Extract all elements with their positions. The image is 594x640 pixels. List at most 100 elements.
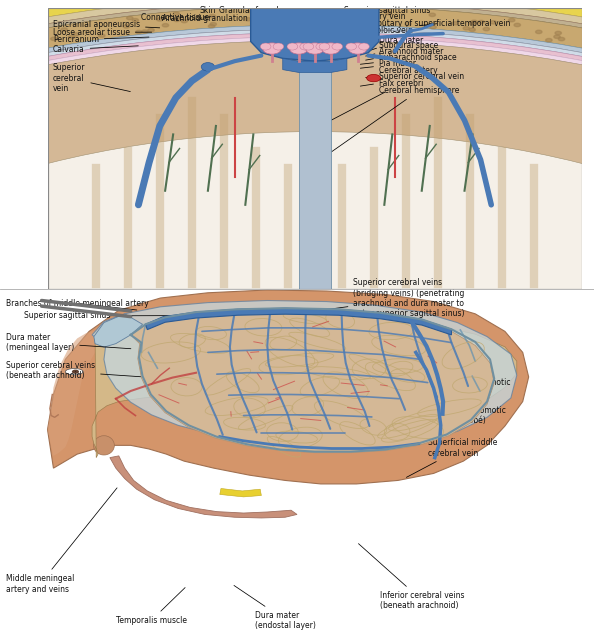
Circle shape — [366, 74, 381, 82]
Circle shape — [135, 30, 142, 34]
Circle shape — [50, 37, 57, 40]
Circle shape — [430, 26, 437, 29]
Circle shape — [469, 22, 476, 25]
Circle shape — [349, 7, 355, 10]
Text: Diploic vein: Diploic vein — [368, 26, 413, 35]
Circle shape — [210, 22, 216, 26]
Circle shape — [303, 16, 309, 20]
Circle shape — [68, 36, 75, 39]
Polygon shape — [220, 488, 261, 497]
Circle shape — [536, 30, 542, 33]
Text: Subdural space: Subdural space — [366, 42, 438, 56]
Text: Cerebral artery: Cerebral artery — [366, 66, 438, 77]
Circle shape — [429, 13, 435, 17]
Circle shape — [358, 20, 364, 24]
Circle shape — [329, 13, 336, 17]
Text: Temporalis muscle: Temporalis muscle — [116, 588, 187, 625]
Ellipse shape — [201, 63, 214, 71]
Circle shape — [0, 50, 5, 53]
Text: Cerebral hemisphere: Cerebral hemisphere — [323, 86, 459, 158]
Text: Middle meningeal
artery and veins: Middle meningeal artery and veins — [6, 488, 117, 593]
Circle shape — [514, 23, 520, 27]
Circle shape — [333, 17, 340, 20]
Ellipse shape — [321, 43, 340, 54]
Circle shape — [208, 24, 215, 28]
Circle shape — [132, 19, 138, 22]
Circle shape — [173, 18, 180, 22]
Circle shape — [248, 10, 255, 13]
Circle shape — [1, 40, 7, 43]
Text: Inferior cerebral veins
(beneath arachnoid): Inferior cerebral veins (beneath arachno… — [358, 543, 465, 611]
Text: Skin: Skin — [200, 6, 216, 19]
Circle shape — [385, 12, 391, 15]
Circle shape — [452, 22, 458, 25]
Polygon shape — [0, 0, 594, 278]
Ellipse shape — [319, 43, 330, 50]
Ellipse shape — [273, 43, 284, 50]
Polygon shape — [0, 6, 594, 296]
Text: Falx cerebri: Falx cerebri — [323, 79, 424, 125]
Polygon shape — [48, 324, 148, 456]
Circle shape — [469, 28, 475, 31]
Circle shape — [273, 17, 279, 20]
Circle shape — [587, 33, 593, 36]
Circle shape — [209, 14, 216, 18]
Circle shape — [16, 45, 23, 49]
Circle shape — [285, 13, 291, 17]
Polygon shape — [0, 1, 594, 289]
Circle shape — [384, 9, 390, 12]
Circle shape — [471, 20, 478, 24]
Circle shape — [0, 52, 2, 56]
Ellipse shape — [359, 43, 369, 50]
Text: Epicranial aponeurosis: Epicranial aponeurosis — [53, 20, 160, 29]
Text: Arachnoid granulation: Arachnoid granulation — [163, 13, 256, 25]
Ellipse shape — [305, 43, 324, 54]
Polygon shape — [0, 0, 594, 287]
Ellipse shape — [260, 43, 271, 50]
Text: Loose areolar tissue: Loose areolar tissue — [53, 28, 151, 36]
Text: Pericranium: Pericranium — [53, 35, 149, 44]
Polygon shape — [0, 40, 594, 336]
Polygon shape — [48, 290, 529, 484]
Circle shape — [12, 46, 18, 49]
Text: Dura mater: Dura mater — [365, 36, 423, 52]
Polygon shape — [0, 36, 594, 301]
Text: Superficial middle
cerebral vein: Superficial middle cerebral vein — [406, 438, 497, 477]
Circle shape — [546, 38, 552, 42]
Polygon shape — [131, 310, 494, 452]
Text: Connective tissue: Connective tissue — [141, 13, 209, 22]
Ellipse shape — [93, 436, 114, 455]
Ellipse shape — [287, 43, 298, 50]
Polygon shape — [94, 314, 143, 347]
Circle shape — [254, 19, 260, 22]
Polygon shape — [0, 29, 594, 299]
Circle shape — [156, 18, 163, 21]
Text: Calvaria: Calvaria — [53, 45, 138, 54]
Text: Superior cerebral vein: Superior cerebral vein — [361, 72, 464, 86]
Polygon shape — [146, 308, 451, 335]
Polygon shape — [0, 25, 594, 298]
Text: Branches of middle meningeal artery: Branches of middle meningeal artery — [6, 299, 148, 310]
Circle shape — [300, 20, 306, 23]
Polygon shape — [92, 316, 517, 458]
Ellipse shape — [65, 369, 83, 375]
Circle shape — [99, 34, 105, 37]
Text: Dura mater
(endostal layer): Dura mater (endostal layer) — [234, 586, 316, 630]
Text: Tributary of superficial temporal vein: Tributary of superficial temporal vein — [368, 19, 511, 28]
Ellipse shape — [303, 43, 314, 50]
Polygon shape — [283, 58, 347, 72]
Ellipse shape — [72, 369, 79, 374]
Circle shape — [268, 15, 275, 18]
Text: Pia mater: Pia mater — [361, 60, 416, 68]
FancyBboxPatch shape — [48, 8, 582, 289]
Circle shape — [245, 17, 251, 21]
Circle shape — [42, 32, 48, 35]
Polygon shape — [299, 61, 331, 289]
Circle shape — [173, 12, 179, 15]
Circle shape — [483, 28, 489, 31]
Polygon shape — [0, 33, 594, 300]
Ellipse shape — [346, 43, 356, 50]
Ellipse shape — [332, 43, 343, 50]
Text: Superior cerebral veins
(bridging veins) (penetrating
arachnoid and dura mater t: Superior cerebral veins (bridging veins)… — [324, 278, 465, 319]
Ellipse shape — [289, 43, 308, 54]
